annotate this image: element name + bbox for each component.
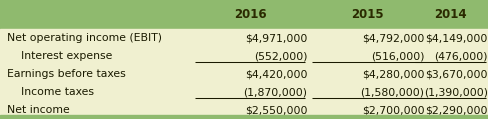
Text: 2016: 2016 [234, 8, 266, 21]
Bar [0, 29, 488, 119]
Text: 2014: 2014 [434, 8, 467, 21]
Text: $3,670,000: $3,670,000 [426, 69, 488, 79]
Text: Net income: Net income [7, 105, 70, 115]
Bar [0, 115, 488, 119]
Text: Earnings before taxes: Earnings before taxes [7, 69, 126, 79]
Text: $4,149,000: $4,149,000 [426, 33, 488, 43]
Text: (1,870,000): (1,870,000) [244, 87, 307, 97]
Text: $2,550,000: $2,550,000 [245, 105, 307, 115]
Text: $4,971,000: $4,971,000 [245, 33, 307, 43]
Text: $2,290,000: $2,290,000 [426, 105, 488, 115]
Text: (1,390,000): (1,390,000) [424, 87, 488, 97]
Text: $4,792,000: $4,792,000 [362, 33, 425, 43]
Text: (552,000): (552,000) [254, 51, 307, 61]
Text: 2015: 2015 [351, 8, 384, 21]
Text: (1,580,000): (1,580,000) [361, 87, 425, 97]
Text: $4,420,000: $4,420,000 [245, 69, 307, 79]
Bar [0, 0, 488, 29]
Text: Net operating income (EBIT): Net operating income (EBIT) [7, 33, 163, 43]
Text: Interest expense: Interest expense [7, 51, 113, 61]
Text: (476,000): (476,000) [434, 51, 488, 61]
Text: $2,700,000: $2,700,000 [362, 105, 425, 115]
Text: $4,280,000: $4,280,000 [362, 69, 425, 79]
Text: Income taxes: Income taxes [7, 87, 94, 97]
Text: (516,000): (516,000) [371, 51, 425, 61]
